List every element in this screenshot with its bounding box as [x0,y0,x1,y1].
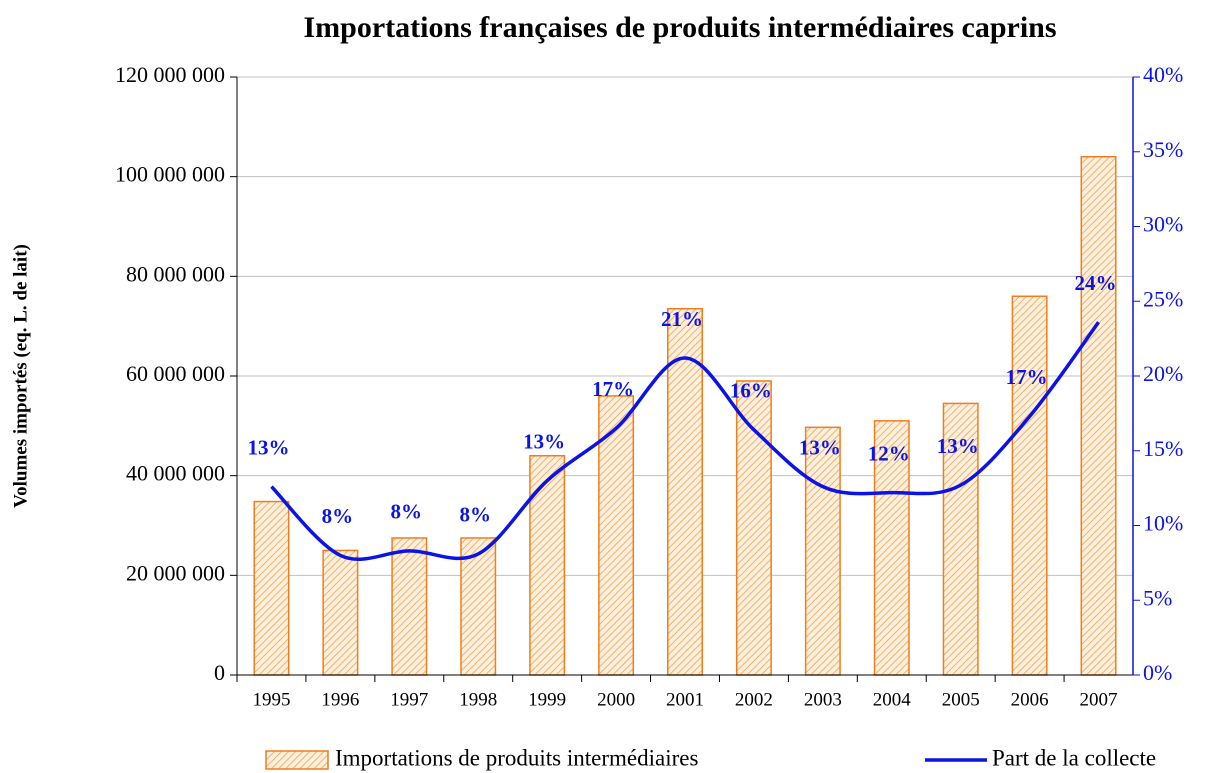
data-label: 13% [247,435,289,459]
chart-title: Importations françaises de produits inte… [303,11,1056,44]
x-tick-label: 2004 [873,689,912,710]
data-label: 16% [730,379,772,403]
y2-tick-label: 15% [1143,436,1183,461]
x-tick-label: 1996 [321,689,359,710]
data-label: 17% [592,377,634,401]
bar [1011,295,1048,676]
legend-label: Importations de produits intermédiaires [335,745,698,770]
x-tick-label: 2002 [735,689,773,710]
x-tick-label: 2005 [942,689,980,710]
bar [1080,155,1117,676]
y-tick-label: 20 000 000 [126,560,225,585]
bar [322,549,359,676]
x-tick-label: 2006 [1011,689,1049,710]
data-label: 24% [1075,271,1117,295]
x-tick-label: 2007 [1080,689,1118,710]
x-tick-label: 1999 [528,689,566,710]
x-tick-label: 2001 [666,689,704,710]
y2-tick-label: 25% [1143,286,1183,311]
y-tick-label: 80 000 000 [126,261,225,286]
y2-tick-label: 0% [1143,660,1172,685]
bar [598,395,635,676]
y-tick-label: 40 000 000 [126,461,225,486]
data-label: 8% [322,504,354,528]
line [270,321,1100,561]
data-label: 13% [937,434,979,458]
y2-tick-label: 20% [1143,361,1183,386]
y2-tick-label: 35% [1143,137,1183,162]
data-label: 8% [391,500,423,524]
y-tick-label: 0 [214,660,225,685]
bar [460,537,497,676]
bar [804,426,841,676]
x-tick-label: 1998 [459,689,497,710]
y-tick-label: 60 000 000 [126,361,225,386]
bar [942,402,979,676]
data-label: 21% [661,307,703,331]
data-label: 17% [1006,365,1048,389]
x-tick-label: 2003 [804,689,842,710]
bar [529,454,566,676]
data-label: 12% [868,441,910,465]
y2-tick-label: 40% [1143,62,1183,87]
x-tick-label: 2000 [597,689,635,710]
y-tick-label: 120 000 000 [115,62,225,87]
data-label: 13% [799,435,841,459]
y-axis-label: Volumes importés (eq. L. de lait) [10,244,31,508]
x-tick-label: 1997 [390,689,428,710]
legend-swatch [265,750,329,770]
data-label: 8% [459,503,491,527]
data-label: 13% [523,429,565,453]
bar [735,380,772,676]
bar [253,500,290,676]
y-tick-label: 100 000 000 [115,162,225,187]
legend-label: Part de la collecte [992,745,1156,770]
y2-tick-label: 10% [1143,511,1183,536]
bar [391,537,428,676]
x-tick-label: 1995 [252,689,290,710]
bar [667,307,703,676]
y2-tick-label: 5% [1143,585,1172,610]
y2-tick-label: 30% [1143,212,1183,237]
